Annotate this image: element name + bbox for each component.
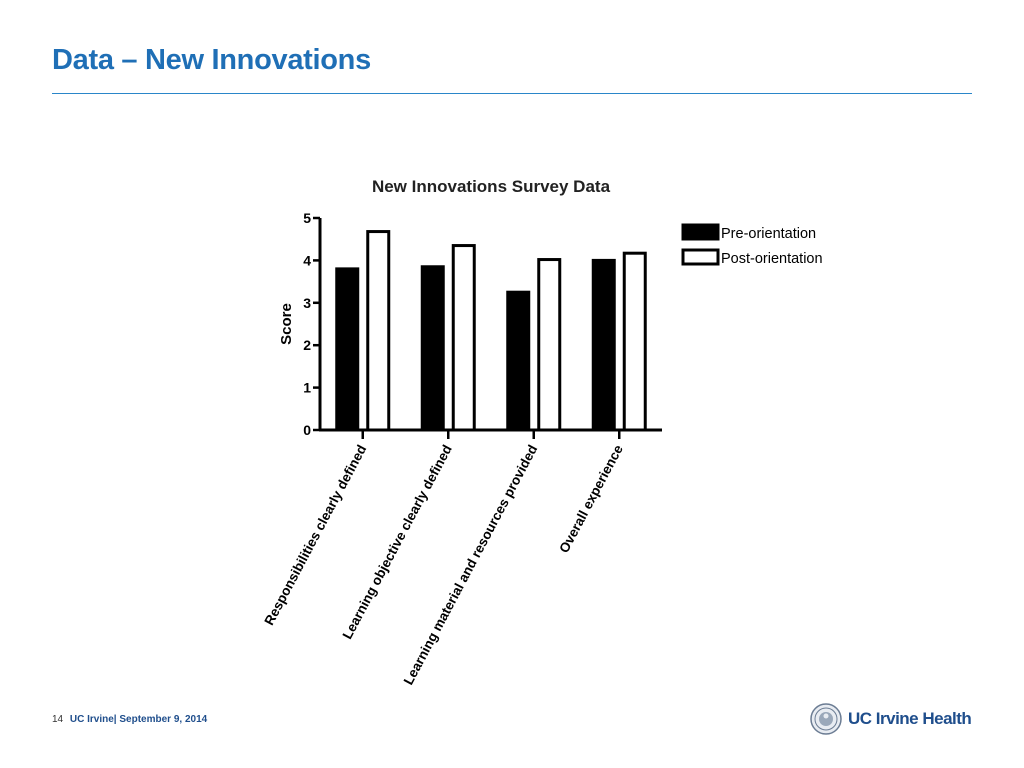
logo-text: UC Irvine Health bbox=[848, 709, 972, 728]
footer: 14 UC Irvine| September 9, 2014 bbox=[52, 714, 207, 725]
bar-pre bbox=[591, 258, 616, 432]
y-tick-label: 1 bbox=[303, 380, 311, 396]
bar-pre bbox=[506, 290, 531, 432]
bar-post bbox=[622, 251, 647, 432]
y-tick-label: 5 bbox=[303, 210, 311, 226]
legend-label: Post-orientation bbox=[721, 251, 823, 267]
y-tick-label: 2 bbox=[303, 337, 311, 353]
y-tick-label: 3 bbox=[303, 295, 311, 311]
university-seal-icon bbox=[810, 703, 842, 735]
legend-swatch-post bbox=[681, 248, 720, 266]
y-tick-label: 0 bbox=[303, 422, 311, 438]
bar-post bbox=[366, 230, 391, 432]
y-tick-label: 4 bbox=[303, 252, 311, 268]
legend-swatch-pre bbox=[681, 223, 720, 241]
x-tick-label: Responsibilities clearly defined bbox=[261, 442, 369, 627]
uc-irvine-health-logo: UC Irvine Health bbox=[810, 702, 972, 736]
bar-pre bbox=[335, 267, 360, 432]
title-divider bbox=[52, 93, 972, 94]
x-tick-label: Overall experience bbox=[556, 442, 626, 555]
chart-title: New Innovations Survey Data bbox=[372, 177, 611, 196]
page-number: 14 bbox=[52, 714, 64, 725]
footer-text: UC Irvine| September 9, 2014 bbox=[69, 714, 208, 725]
bar-chart: New Innovations Survey Data 0 1 2 3 4 5 Score Re… bbox=[261, 177, 823, 687]
bar-post bbox=[537, 258, 562, 432]
legend-label: Pre-orientation bbox=[721, 226, 816, 242]
y-axis-label: Score bbox=[278, 303, 295, 345]
bar-pre bbox=[420, 265, 445, 432]
bar-post bbox=[451, 244, 476, 432]
slide-title: Data – New Innovations bbox=[52, 44, 371, 76]
